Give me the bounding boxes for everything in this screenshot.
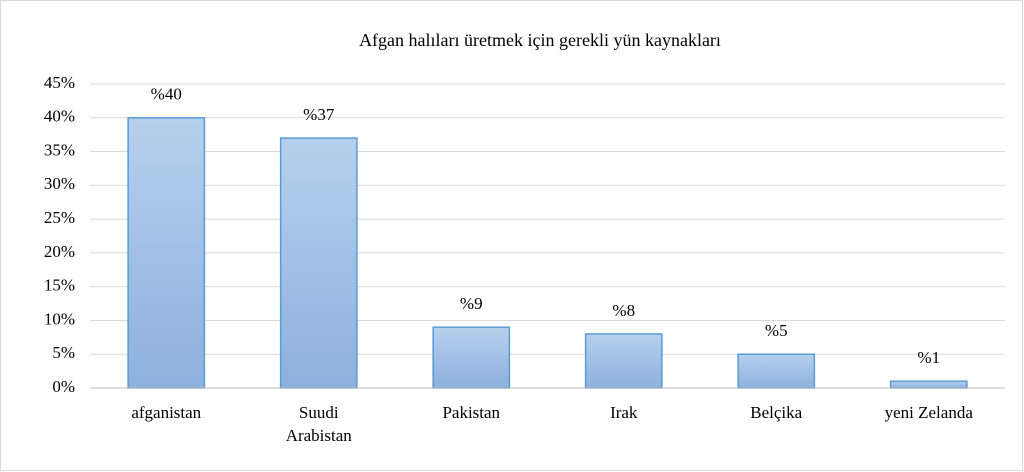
- x-tick-label: afganistan: [131, 403, 201, 422]
- y-tick-label: 35%: [44, 140, 75, 159]
- y-tick-label: 10%: [44, 309, 75, 328]
- data-label: %1: [917, 348, 940, 367]
- y-tick-label: 20%: [44, 242, 75, 261]
- bar: [889, 380, 968, 389]
- bar: [432, 326, 511, 389]
- x-tick-label: Pakistan: [442, 403, 500, 422]
- bar: [279, 137, 358, 389]
- data-label: %37: [303, 105, 335, 124]
- data-label: %9: [460, 294, 483, 313]
- x-tick-label: Belçika: [750, 403, 802, 422]
- y-tick-label: 5%: [52, 343, 75, 362]
- data-label: %8: [612, 301, 635, 320]
- x-tick-label: yeni Zelanda: [885, 403, 974, 422]
- y-tick-label: 30%: [44, 174, 75, 193]
- bar: [584, 333, 663, 389]
- x-tick-label: Suudi Arabistan: [286, 403, 353, 445]
- y-tick-label: 25%: [44, 208, 75, 227]
- bar: [127, 117, 206, 389]
- y-tick-label: 40%: [44, 107, 75, 126]
- x-tick-label: Irak: [610, 403, 638, 422]
- y-tick-label: 0%: [52, 377, 75, 396]
- data-label: %40: [151, 85, 182, 104]
- data-label: %5: [765, 321, 788, 340]
- bar: [737, 353, 816, 389]
- y-tick-label: 45%: [44, 73, 75, 92]
- y-tick-label: 15%: [44, 276, 75, 295]
- chart-title: Afgan halıları üretmek için gerekli yün …: [359, 30, 721, 50]
